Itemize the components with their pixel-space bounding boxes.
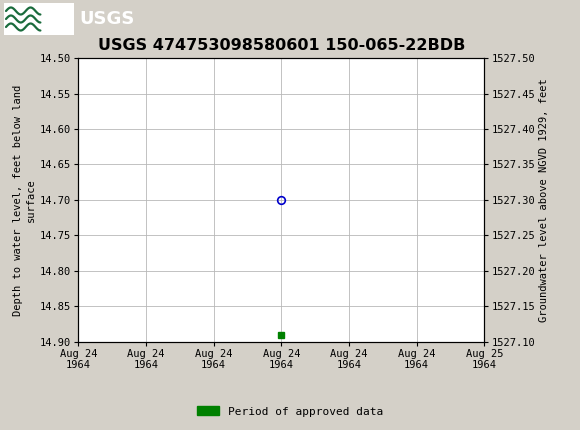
Text: USGS: USGS [79,10,135,28]
Y-axis label: Groundwater level above NGVD 1929, feet: Groundwater level above NGVD 1929, feet [539,78,549,322]
Title: USGS 474753098580601 150-065-22BDB: USGS 474753098580601 150-065-22BDB [97,38,465,53]
Legend: Period of approved data: Period of approved data [193,402,387,421]
Y-axis label: Depth to water level, feet below land
surface: Depth to water level, feet below land su… [13,84,36,316]
Bar [4,3,74,35]
